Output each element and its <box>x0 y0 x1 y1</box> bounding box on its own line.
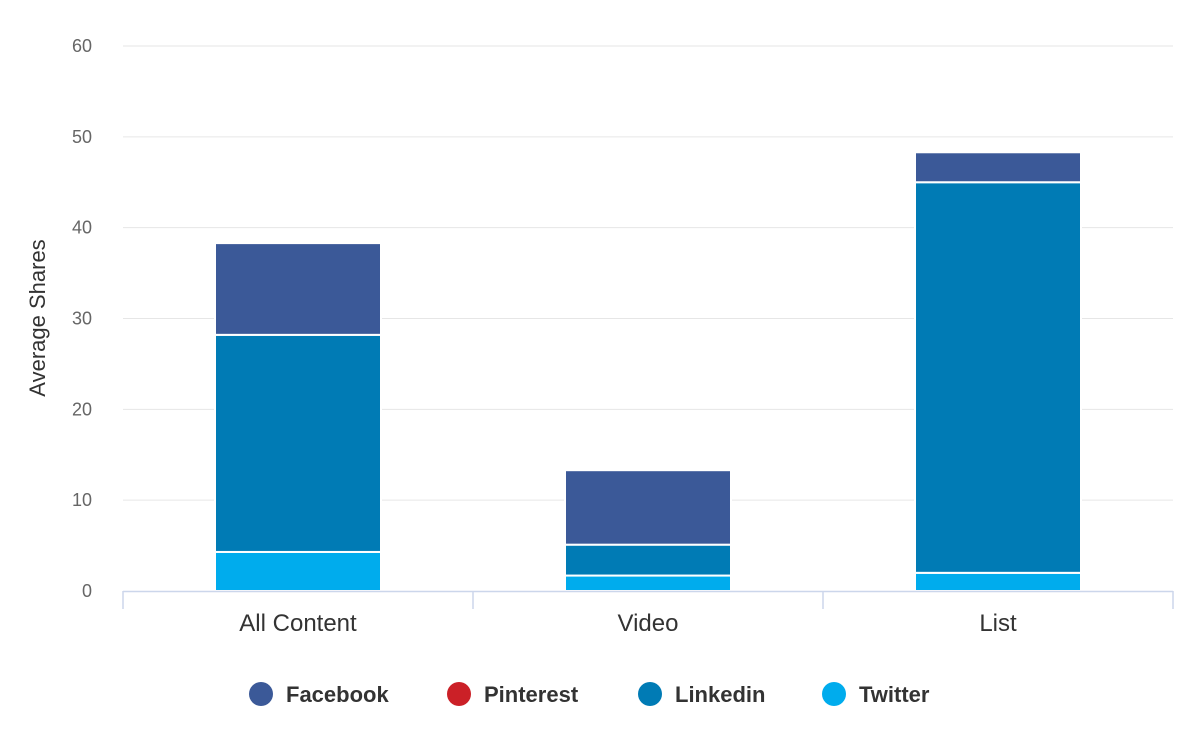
bar-segment-facebook <box>564 469 732 546</box>
y-axis-label: Average Shares <box>25 239 50 396</box>
x-tick-label: All Content <box>239 610 357 637</box>
legend-label: Pinterest <box>484 682 579 707</box>
y-tick-label: 60 <box>72 36 92 56</box>
bars <box>214 151 1082 593</box>
legend-label: Twitter <box>859 682 930 707</box>
y-tick-label: 40 <box>72 218 92 238</box>
x-tick-label: List <box>979 610 1017 637</box>
bar-segment-linkedin <box>214 333 382 553</box>
legend-marker-icon <box>822 682 846 706</box>
bar-segment-facebook <box>914 151 1082 184</box>
y-tick-label: 30 <box>72 309 92 329</box>
legend-marker-icon <box>447 682 471 706</box>
legend-label: Linkedin <box>675 682 765 707</box>
bar-segment-linkedin <box>564 543 732 577</box>
legend-label: Facebook <box>286 682 389 707</box>
y-tick-label: 50 <box>72 127 92 147</box>
x-axis: All Content Video List <box>122 590 1174 637</box>
bar-segment-facebook <box>214 242 382 336</box>
legend-marker-icon <box>638 682 662 706</box>
bar-segment-twitter <box>564 574 732 593</box>
y-tick-label: 0 <box>82 581 92 601</box>
y-tick-label: 10 <box>72 490 92 510</box>
legend-item-twitter[interactable]: Twitter <box>822 682 930 707</box>
legend: Facebook Pinterest Linkedin Twitter <box>249 682 930 707</box>
y-tick-label: 20 <box>72 399 92 419</box>
y-axis-ticks: 0 10 20 30 40 50 60 <box>72 36 92 601</box>
legend-item-pinterest[interactable]: Pinterest <box>447 682 579 707</box>
bar-segment-twitter <box>214 550 382 592</box>
bar-segment-twitter <box>914 571 1082 592</box>
legend-item-linkedin[interactable]: Linkedin <box>638 682 765 707</box>
x-tick-label: Video <box>618 610 679 637</box>
legend-item-facebook[interactable]: Facebook <box>249 682 389 707</box>
legend-marker-icon <box>249 682 273 706</box>
bar-segment-linkedin <box>914 181 1082 574</box>
